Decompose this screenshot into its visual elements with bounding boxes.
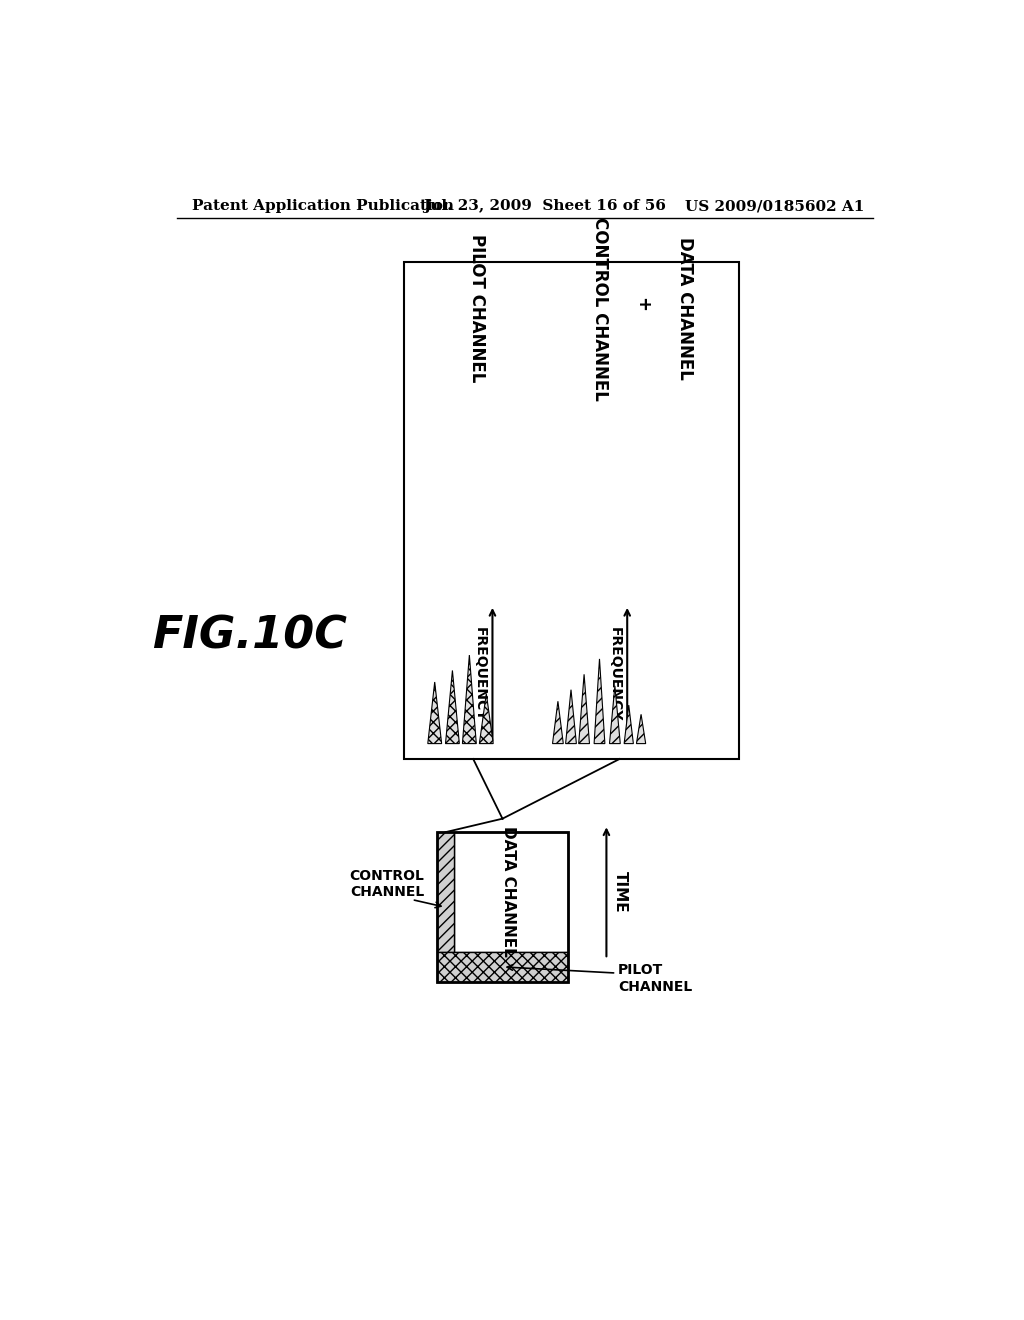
Bar (437, 952, 568, 982)
Text: CONTROL
CHANNEL: CONTROL CHANNEL (349, 869, 424, 899)
Polygon shape (579, 675, 590, 743)
Polygon shape (553, 701, 563, 743)
Text: FREQUENCY: FREQUENCY (608, 627, 622, 722)
Polygon shape (637, 714, 646, 743)
Polygon shape (463, 655, 476, 743)
Text: PILOT CHANNEL: PILOT CHANNEL (468, 235, 486, 383)
Polygon shape (479, 693, 494, 743)
Polygon shape (625, 705, 634, 743)
Polygon shape (594, 659, 605, 743)
Text: Patent Application Publication: Patent Application Publication (193, 199, 455, 213)
Text: Jul. 23, 2009  Sheet 16 of 56: Jul. 23, 2009 Sheet 16 of 56 (423, 199, 666, 213)
Polygon shape (565, 689, 577, 743)
Bar (437, 832, 568, 982)
Polygon shape (428, 682, 441, 743)
Text: +: + (634, 297, 651, 313)
Text: CONTROL CHANNEL: CONTROL CHANNEL (591, 216, 609, 400)
Bar (437, 832, 454, 952)
Text: PILOT
CHANNEL: PILOT CHANNEL (617, 964, 692, 994)
Text: DATA CHANNEL: DATA CHANNEL (676, 238, 694, 380)
Text: TIME: TIME (612, 871, 628, 912)
Text: FREQUENCY: FREQUENCY (473, 627, 487, 722)
Bar (454, 832, 568, 952)
Text: US 2009/0185602 A1: US 2009/0185602 A1 (685, 199, 864, 213)
Text: FIG.10C: FIG.10C (153, 614, 347, 657)
Polygon shape (445, 671, 460, 743)
Polygon shape (609, 686, 621, 743)
Text: DATA CHANNEL: DATA CHANNEL (501, 826, 516, 957)
Bar (403, 263, 739, 759)
